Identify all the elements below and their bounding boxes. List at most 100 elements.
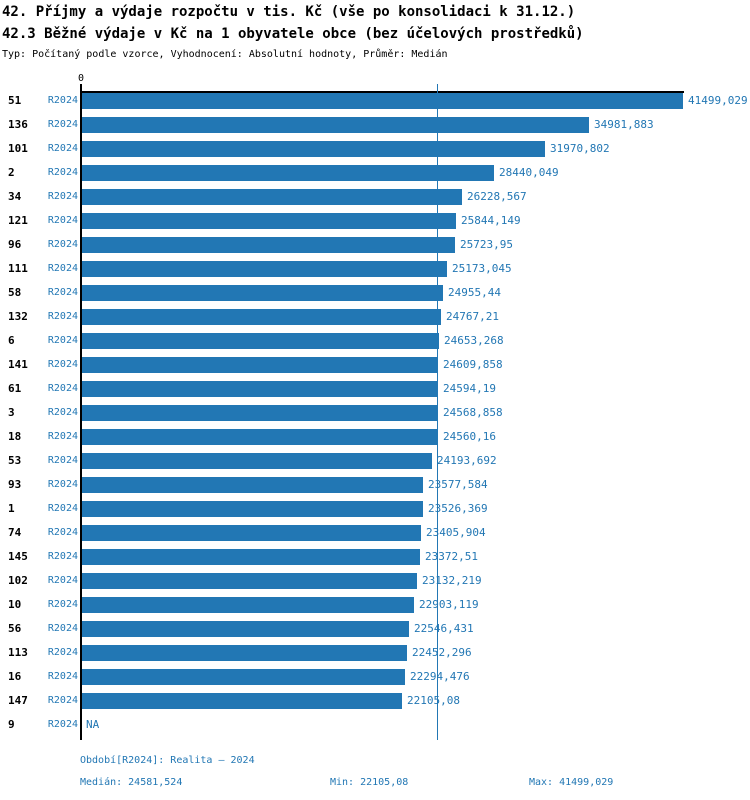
bar bbox=[82, 477, 423, 493]
footer-period-label: Období[R2024]: Realita – 2024 bbox=[80, 755, 255, 766]
bar-value-label: 24568,858 bbox=[443, 406, 503, 419]
bar-value-label: 28440,049 bbox=[499, 166, 559, 179]
bar bbox=[82, 165, 494, 181]
row-period-label: R2024 bbox=[47, 311, 78, 322]
footer-median-stat: Medián: 24581,524 bbox=[80, 777, 183, 788]
bar-na-label: NA bbox=[86, 718, 100, 731]
row-period-label: R2024 bbox=[47, 335, 78, 346]
bar-value-label: 34981,883 bbox=[594, 118, 654, 131]
row-period-label: R2024 bbox=[47, 215, 78, 226]
row-period-label: R2024 bbox=[47, 239, 78, 250]
footer-max-stat: Max: 41499,029 bbox=[529, 777, 614, 788]
bar bbox=[82, 693, 402, 709]
bar bbox=[82, 189, 462, 205]
chart-subtitle: Typ: Počítaný podle vzorce, Vyhodnocení:… bbox=[2, 49, 448, 60]
row-period-label: R2024 bbox=[47, 263, 78, 274]
bar-value-label: 23132,219 bbox=[422, 574, 482, 587]
row-period-label: R2024 bbox=[47, 695, 78, 706]
row-period-label: R2024 bbox=[47, 95, 78, 106]
bar-value-label: 22294,476 bbox=[410, 670, 470, 683]
row-id-label: 74 bbox=[8, 526, 22, 539]
bar bbox=[82, 621, 409, 637]
row-id-label: 9 bbox=[8, 718, 15, 731]
bar-value-label: 22452,296 bbox=[412, 646, 472, 659]
bar bbox=[82, 213, 456, 229]
row-period-label: R2024 bbox=[47, 599, 78, 610]
bar-value-label: 31970,802 bbox=[550, 142, 610, 155]
bar-value-label: 26228,567 bbox=[467, 190, 527, 203]
bar bbox=[82, 141, 545, 157]
row-period-label: R2024 bbox=[47, 527, 78, 538]
row-period-label: R2024 bbox=[47, 119, 78, 130]
bar-value-label: 25723,95 bbox=[460, 238, 513, 251]
bar bbox=[82, 237, 455, 253]
row-period-label: R2024 bbox=[47, 503, 78, 514]
y-axis-line bbox=[80, 91, 82, 740]
bar bbox=[82, 285, 443, 301]
row-id-label: 132 bbox=[8, 310, 28, 323]
row-period-label: R2024 bbox=[47, 359, 78, 370]
bar bbox=[82, 669, 405, 685]
bar-value-label: 41499,029 bbox=[688, 94, 748, 107]
row-id-label: 18 bbox=[8, 430, 22, 443]
row-period-label: R2024 bbox=[47, 623, 78, 634]
bar-value-label: 24594,19 bbox=[443, 382, 496, 395]
row-id-label: 102 bbox=[8, 574, 28, 587]
bar bbox=[82, 261, 447, 277]
row-id-label: 96 bbox=[8, 238, 22, 251]
bar bbox=[82, 333, 439, 349]
row-id-label: 121 bbox=[8, 214, 28, 227]
row-id-label: 3 bbox=[8, 406, 15, 419]
bar-value-label: 25173,045 bbox=[452, 262, 512, 275]
bar-value-label: 22105,08 bbox=[407, 694, 460, 707]
bar bbox=[82, 501, 423, 517]
page-title-line2: 42.3 Běžné výdaje v Kč na 1 obyvatele ob… bbox=[2, 26, 584, 42]
row-period-label: R2024 bbox=[47, 287, 78, 298]
x-axis-zero-label: 0 bbox=[77, 73, 85, 84]
row-period-label: R2024 bbox=[47, 719, 78, 730]
row-id-label: 51 bbox=[8, 94, 22, 107]
bar bbox=[82, 429, 438, 445]
row-id-label: 101 bbox=[8, 142, 28, 155]
bar bbox=[82, 645, 407, 661]
row-id-label: 1 bbox=[8, 502, 15, 515]
bar-value-label: 22903,119 bbox=[419, 598, 479, 611]
row-id-label: 113 bbox=[8, 646, 28, 659]
bar-value-label: 23405,904 bbox=[426, 526, 486, 539]
bar bbox=[82, 93, 683, 109]
row-id-label: 2 bbox=[8, 166, 15, 179]
bar bbox=[82, 525, 421, 541]
row-id-label: 93 bbox=[8, 478, 22, 491]
bar-value-label: 23372,51 bbox=[425, 550, 478, 563]
row-period-label: R2024 bbox=[47, 383, 78, 394]
page-title-line1: 42. Příjmy a výdaje rozpočtu v tis. Kč (… bbox=[2, 4, 576, 20]
row-period-label: R2024 bbox=[47, 671, 78, 682]
bar bbox=[82, 573, 417, 589]
row-period-label: R2024 bbox=[47, 647, 78, 658]
row-id-label: 141 bbox=[8, 358, 28, 371]
bar-value-label: 23577,584 bbox=[428, 478, 488, 491]
row-period-label: R2024 bbox=[47, 479, 78, 490]
bar bbox=[82, 597, 414, 613]
bar-value-label: 24560,16 bbox=[443, 430, 496, 443]
row-id-label: 147 bbox=[8, 694, 28, 707]
row-id-label: 58 bbox=[8, 286, 22, 299]
bar bbox=[82, 453, 432, 469]
bar-value-label: 24653,268 bbox=[444, 334, 504, 347]
bar-value-label: 24955,44 bbox=[448, 286, 501, 299]
bar bbox=[82, 549, 420, 565]
bar-value-label: 24767,21 bbox=[446, 310, 499, 323]
row-period-label: R2024 bbox=[47, 143, 78, 154]
row-id-label: 10 bbox=[8, 598, 22, 611]
bar bbox=[82, 381, 438, 397]
row-id-label: 34 bbox=[8, 190, 22, 203]
row-id-label: 56 bbox=[8, 622, 22, 635]
bar bbox=[82, 357, 438, 373]
bar-value-label: 23526,369 bbox=[428, 502, 488, 515]
row-period-label: R2024 bbox=[47, 551, 78, 562]
row-period-label: R2024 bbox=[47, 431, 78, 442]
row-id-label: 53 bbox=[8, 454, 22, 467]
bar-value-label: 22546,431 bbox=[414, 622, 474, 635]
row-period-label: R2024 bbox=[47, 167, 78, 178]
